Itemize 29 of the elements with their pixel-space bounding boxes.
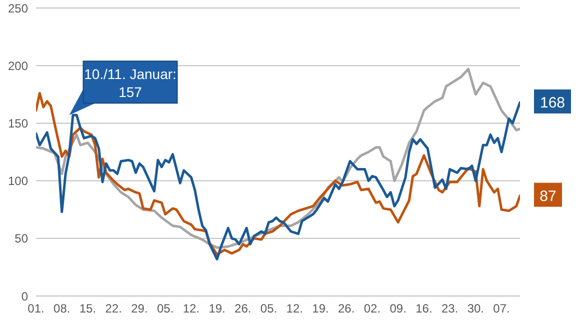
callout: 10./11. Januar: 157: [69, 60, 178, 116]
x-tick-label: 05.: [260, 302, 278, 316]
y-tick-label: 100: [8, 174, 28, 188]
x-tick-label: 26.: [338, 302, 355, 316]
x-tick-label: 08.: [54, 302, 70, 316]
x-tick-label: 30.: [467, 302, 484, 316]
data-label: 87: [540, 188, 556, 205]
x-tick-label: 23.: [441, 302, 458, 316]
annotation: 10./11. Januar: 157: [84, 66, 176, 100]
y-tick-label: 200: [8, 58, 28, 73]
y-tick-label: 150: [8, 116, 28, 130]
x-tick-label: 09.: [390, 302, 406, 316]
x-tick-label: 05.: [156, 302, 174, 316]
y-tick-label: 250: [8, 1, 28, 16]
y-tick-label: 0: [21, 289, 28, 304]
data-label: 168: [540, 94, 566, 112]
x-tick-label: 22.: [105, 302, 122, 316]
x-tick-label: 19.: [312, 302, 329, 316]
x-tick-label: 02.: [364, 302, 381, 316]
y-tick-label: 50: [14, 232, 28, 246]
x-tick-label: 16.: [416, 302, 432, 316]
x-tick-label: 01.: [28, 302, 44, 316]
x-tick-label: 29.: [131, 302, 148, 316]
x-tick-label: 15.: [79, 302, 96, 316]
x-tick-label: 12.: [182, 302, 200, 316]
x-tick-label: 19.: [208, 302, 226, 316]
x-tick-label: 07.: [493, 302, 510, 316]
x-tick-label: 12.: [286, 302, 303, 316]
x-tick-label: 26.: [234, 302, 252, 316]
